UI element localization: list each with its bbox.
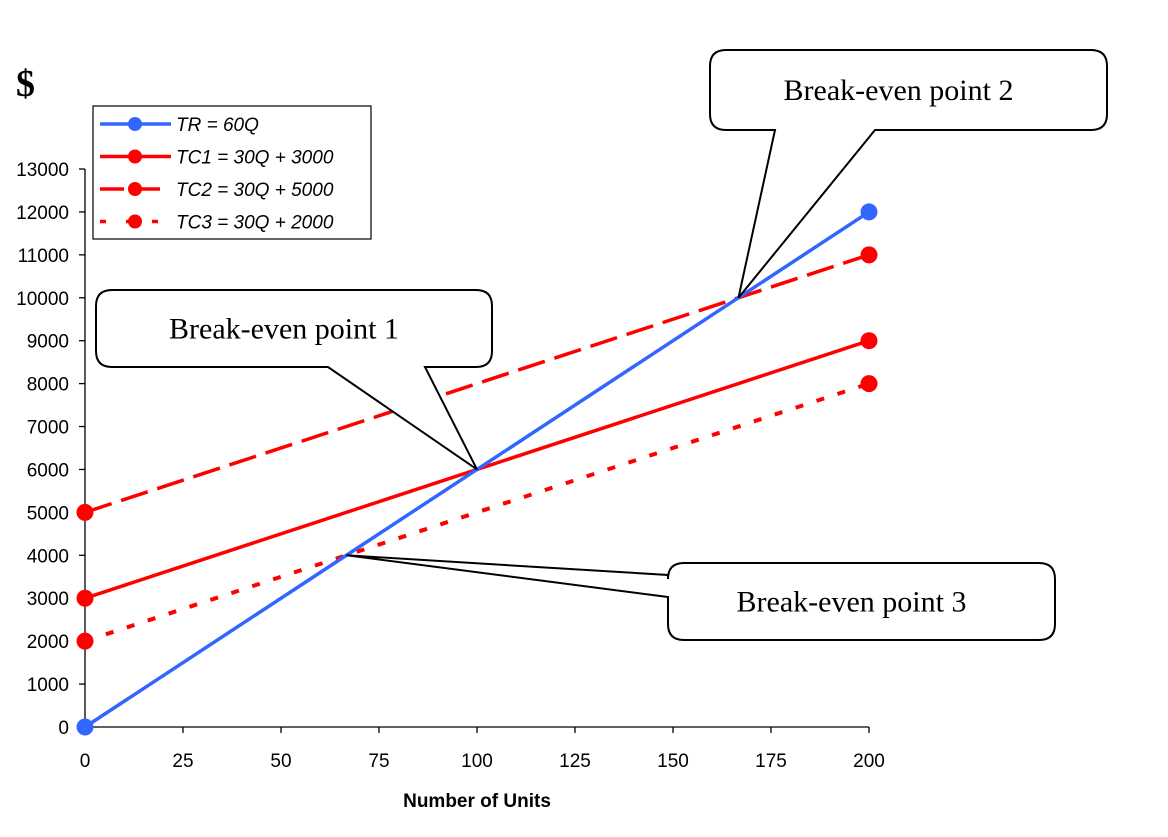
y-tick-label: 5000: [27, 503, 69, 524]
y-tick-label: 7000: [27, 418, 69, 439]
series-4: [76, 375, 878, 650]
axes: 0100020003000400050006000700080009000100…: [16, 160, 885, 772]
data-point: [76, 632, 94, 650]
legend-label: TC3 = 30Q + 2000: [176, 213, 334, 234]
legend-item-4: TC3 = 30Q + 2000: [100, 213, 334, 234]
y-tick-label: 1000: [27, 675, 69, 696]
series-3: [76, 246, 878, 521]
y-tick-label: 8000: [27, 375, 69, 396]
callout-shape: [709, 49, 1108, 299]
y-tick-label: 3000: [27, 589, 69, 610]
legend-label: TC2 = 30Q + 5000: [176, 180, 334, 201]
data-point: [860, 203, 878, 221]
data-point: [860, 246, 878, 264]
callout-shape: [346, 554, 1056, 641]
callout-text: Break-even point 3: [737, 586, 967, 619]
x-tick-label: 25: [172, 751, 193, 772]
legend-item-1: TR = 60Q: [100, 115, 259, 136]
y-tick-label: 9000: [27, 332, 69, 353]
legend-label: TR = 60Q: [176, 115, 259, 136]
y-tick-label: 10000: [16, 289, 69, 310]
x-tick-label: 175: [755, 751, 787, 772]
x-axis-label: Number of Units: [403, 791, 551, 812]
x-tick-label: 75: [368, 751, 389, 772]
data-point: [76, 503, 94, 521]
callout-break-even-2: Break-even point 2: [709, 49, 1108, 299]
legend-swatch-marker: [128, 182, 142, 196]
callout-text: Break-even point 1: [169, 313, 399, 346]
callout-break-even-1: Break-even point 1: [95, 289, 493, 471]
x-tick-label: 200: [853, 751, 885, 772]
y-tick-label: 12000: [16, 203, 69, 224]
x-tick-label: 100: [461, 751, 493, 772]
legend-swatch-marker: [128, 214, 142, 229]
callout-shape: [95, 289, 493, 471]
y-axis-label: $: [16, 63, 35, 105]
data-point: [860, 332, 878, 350]
callouts: Break-even point 1 Break-even point 2 Brea…: [95, 49, 1108, 641]
legend-item-2: TC1 = 30Q + 3000: [100, 148, 334, 169]
legend-item-3: TC2 = 30Q + 5000: [100, 180, 334, 201]
data-point: [76, 589, 94, 607]
callout-break-even-3: Break-even point 3: [346, 554, 1056, 641]
y-tick-label: 11000: [18, 246, 69, 267]
data-point: [76, 718, 94, 736]
data-point: [860, 375, 878, 393]
y-tick-label: 2000: [27, 632, 69, 653]
y-tick-label: 6000: [27, 460, 69, 481]
y-tick-label: 4000: [27, 546, 69, 567]
series-line: [84, 381, 870, 644]
y-tick-label: 13000: [16, 160, 69, 181]
legend-swatch-marker: [128, 117, 142, 131]
legend: TR = 60Q TC1 = 30Q + 3000 TC2 = 30Q + 5000…: [92, 105, 372, 240]
x-tick-label: 50: [270, 751, 291, 772]
callout-text: Break-even point 2: [784, 74, 1014, 107]
y-tick-label: 0: [58, 718, 69, 739]
x-tick-label: 0: [80, 751, 91, 772]
x-tick-label: 125: [559, 751, 591, 772]
legend-swatch-marker: [128, 149, 142, 164]
legend-label: TC1 = 30Q + 3000: [176, 148, 334, 169]
x-tick-label: 150: [657, 751, 689, 772]
